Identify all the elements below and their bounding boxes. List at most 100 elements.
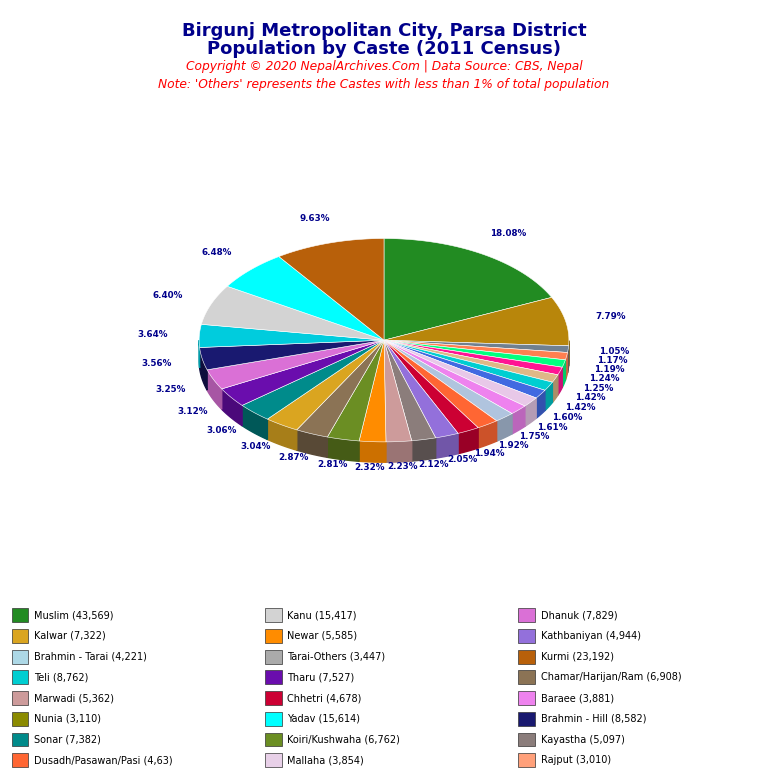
Polygon shape	[458, 428, 478, 454]
Text: 2.05%: 2.05%	[448, 455, 478, 464]
Text: 3.25%: 3.25%	[156, 385, 186, 394]
Polygon shape	[200, 340, 384, 370]
Text: Note: 'Others' represents the Castes with less than 1% of total population: Note: 'Others' represents the Castes wit…	[158, 78, 610, 91]
Text: Kanu (15,417): Kanu (15,417)	[287, 610, 356, 621]
Text: Kurmi (23,192): Kurmi (23,192)	[541, 651, 614, 662]
Text: 1.61%: 1.61%	[537, 423, 568, 432]
Text: 2.87%: 2.87%	[279, 452, 309, 462]
Text: 2.32%: 2.32%	[354, 462, 385, 472]
Polygon shape	[435, 433, 458, 458]
Text: Koiri/Kushwaha (6,762): Koiri/Kushwaha (6,762)	[287, 734, 400, 745]
Text: 2.81%: 2.81%	[318, 460, 348, 468]
Text: Brahmin - Hill (8,582): Brahmin - Hill (8,582)	[541, 713, 646, 724]
Text: 6.48%: 6.48%	[202, 248, 232, 257]
Polygon shape	[200, 347, 207, 390]
Polygon shape	[222, 340, 384, 406]
Polygon shape	[296, 430, 327, 457]
Text: 1.24%: 1.24%	[589, 374, 620, 383]
Text: Marwadi (5,362): Marwadi (5,362)	[34, 693, 114, 703]
Text: Muslim (43,569): Muslim (43,569)	[34, 610, 114, 621]
Text: 1.92%: 1.92%	[498, 441, 528, 450]
Text: Kayastha (5,097): Kayastha (5,097)	[541, 734, 624, 745]
Text: Yadav (15,614): Yadav (15,614)	[287, 713, 360, 724]
Polygon shape	[384, 340, 412, 442]
Polygon shape	[384, 340, 478, 433]
Polygon shape	[512, 406, 525, 434]
Polygon shape	[267, 419, 296, 450]
Text: 1.42%: 1.42%	[564, 403, 595, 412]
Text: Dhanuk (7,829): Dhanuk (7,829)	[541, 610, 617, 621]
Polygon shape	[384, 340, 435, 441]
Text: 7.79%: 7.79%	[596, 312, 626, 321]
Text: Baraee (3,881): Baraee (3,881)	[541, 693, 614, 703]
Polygon shape	[562, 360, 565, 388]
Polygon shape	[384, 340, 497, 428]
Text: Tharu (7,527): Tharu (7,527)	[287, 672, 355, 683]
Polygon shape	[242, 340, 384, 419]
Polygon shape	[384, 340, 552, 390]
Polygon shape	[384, 340, 558, 382]
Polygon shape	[384, 340, 512, 421]
Polygon shape	[279, 239, 384, 340]
Polygon shape	[552, 375, 558, 402]
Polygon shape	[227, 257, 384, 340]
Polygon shape	[384, 340, 568, 353]
Polygon shape	[242, 406, 267, 439]
Text: Mallaha (3,854): Mallaha (3,854)	[287, 755, 364, 766]
Polygon shape	[525, 398, 536, 426]
Polygon shape	[199, 324, 384, 347]
Text: 1.05%: 1.05%	[599, 347, 629, 356]
Text: 2.12%: 2.12%	[419, 460, 449, 468]
Polygon shape	[384, 340, 458, 438]
Polygon shape	[207, 370, 222, 409]
Polygon shape	[545, 382, 552, 411]
Text: Birgunj Metropolitan City, Parsa District: Birgunj Metropolitan City, Parsa Distric…	[182, 22, 586, 39]
Text: Newar (5,585): Newar (5,585)	[287, 631, 357, 641]
Text: 1.75%: 1.75%	[519, 432, 550, 441]
Text: Copyright © 2020 NepalArchives.Com | Data Source: CBS, Nepal: Copyright © 2020 NepalArchives.Com | Dat…	[186, 60, 582, 73]
Polygon shape	[386, 441, 412, 462]
Polygon shape	[201, 286, 384, 340]
Text: 3.64%: 3.64%	[137, 330, 168, 339]
Text: 18.08%: 18.08%	[490, 229, 526, 237]
Polygon shape	[207, 340, 384, 389]
Polygon shape	[558, 367, 562, 395]
Polygon shape	[359, 441, 386, 462]
Polygon shape	[384, 239, 551, 340]
Text: Kalwar (7,322): Kalwar (7,322)	[34, 631, 105, 641]
Polygon shape	[296, 340, 384, 437]
Text: Sonar (7,382): Sonar (7,382)	[34, 734, 101, 745]
Text: Nunia (3,110): Nunia (3,110)	[34, 713, 101, 724]
Text: Population by Caste (2011 Census): Population by Caste (2011 Census)	[207, 40, 561, 58]
Polygon shape	[384, 340, 536, 406]
Polygon shape	[384, 340, 565, 367]
Text: 9.63%: 9.63%	[300, 214, 330, 223]
Text: 2.23%: 2.23%	[387, 462, 418, 472]
Polygon shape	[384, 340, 562, 375]
Polygon shape	[384, 340, 525, 413]
Text: 3.06%: 3.06%	[207, 426, 237, 435]
Polygon shape	[359, 340, 386, 442]
Polygon shape	[222, 389, 242, 425]
Text: 1.17%: 1.17%	[597, 356, 627, 365]
Polygon shape	[497, 413, 512, 441]
Text: Dusadh/Pasawan/Pasi (4,63): Dusadh/Pasawan/Pasi (4,63)	[34, 755, 173, 766]
Text: 1.19%: 1.19%	[594, 365, 624, 374]
Polygon shape	[327, 340, 384, 441]
Text: Tarai-Others (3,447): Tarai-Others (3,447)	[287, 651, 386, 662]
Text: 3.04%: 3.04%	[241, 442, 271, 451]
Polygon shape	[565, 353, 568, 380]
Text: 3.12%: 3.12%	[177, 407, 208, 416]
Text: Brahmin - Tarai (4,221): Brahmin - Tarai (4,221)	[34, 651, 147, 662]
Text: 6.40%: 6.40%	[152, 291, 183, 300]
Polygon shape	[267, 340, 384, 430]
Text: 1.94%: 1.94%	[474, 449, 505, 458]
Text: Chhetri (4,678): Chhetri (4,678)	[287, 693, 362, 703]
Polygon shape	[478, 421, 497, 448]
Polygon shape	[412, 438, 435, 461]
Polygon shape	[384, 340, 545, 398]
Text: Chamar/Harijan/Ram (6,908): Chamar/Harijan/Ram (6,908)	[541, 672, 681, 683]
Polygon shape	[384, 297, 569, 346]
Text: 1.42%: 1.42%	[574, 393, 605, 402]
Text: 1.60%: 1.60%	[552, 413, 583, 422]
